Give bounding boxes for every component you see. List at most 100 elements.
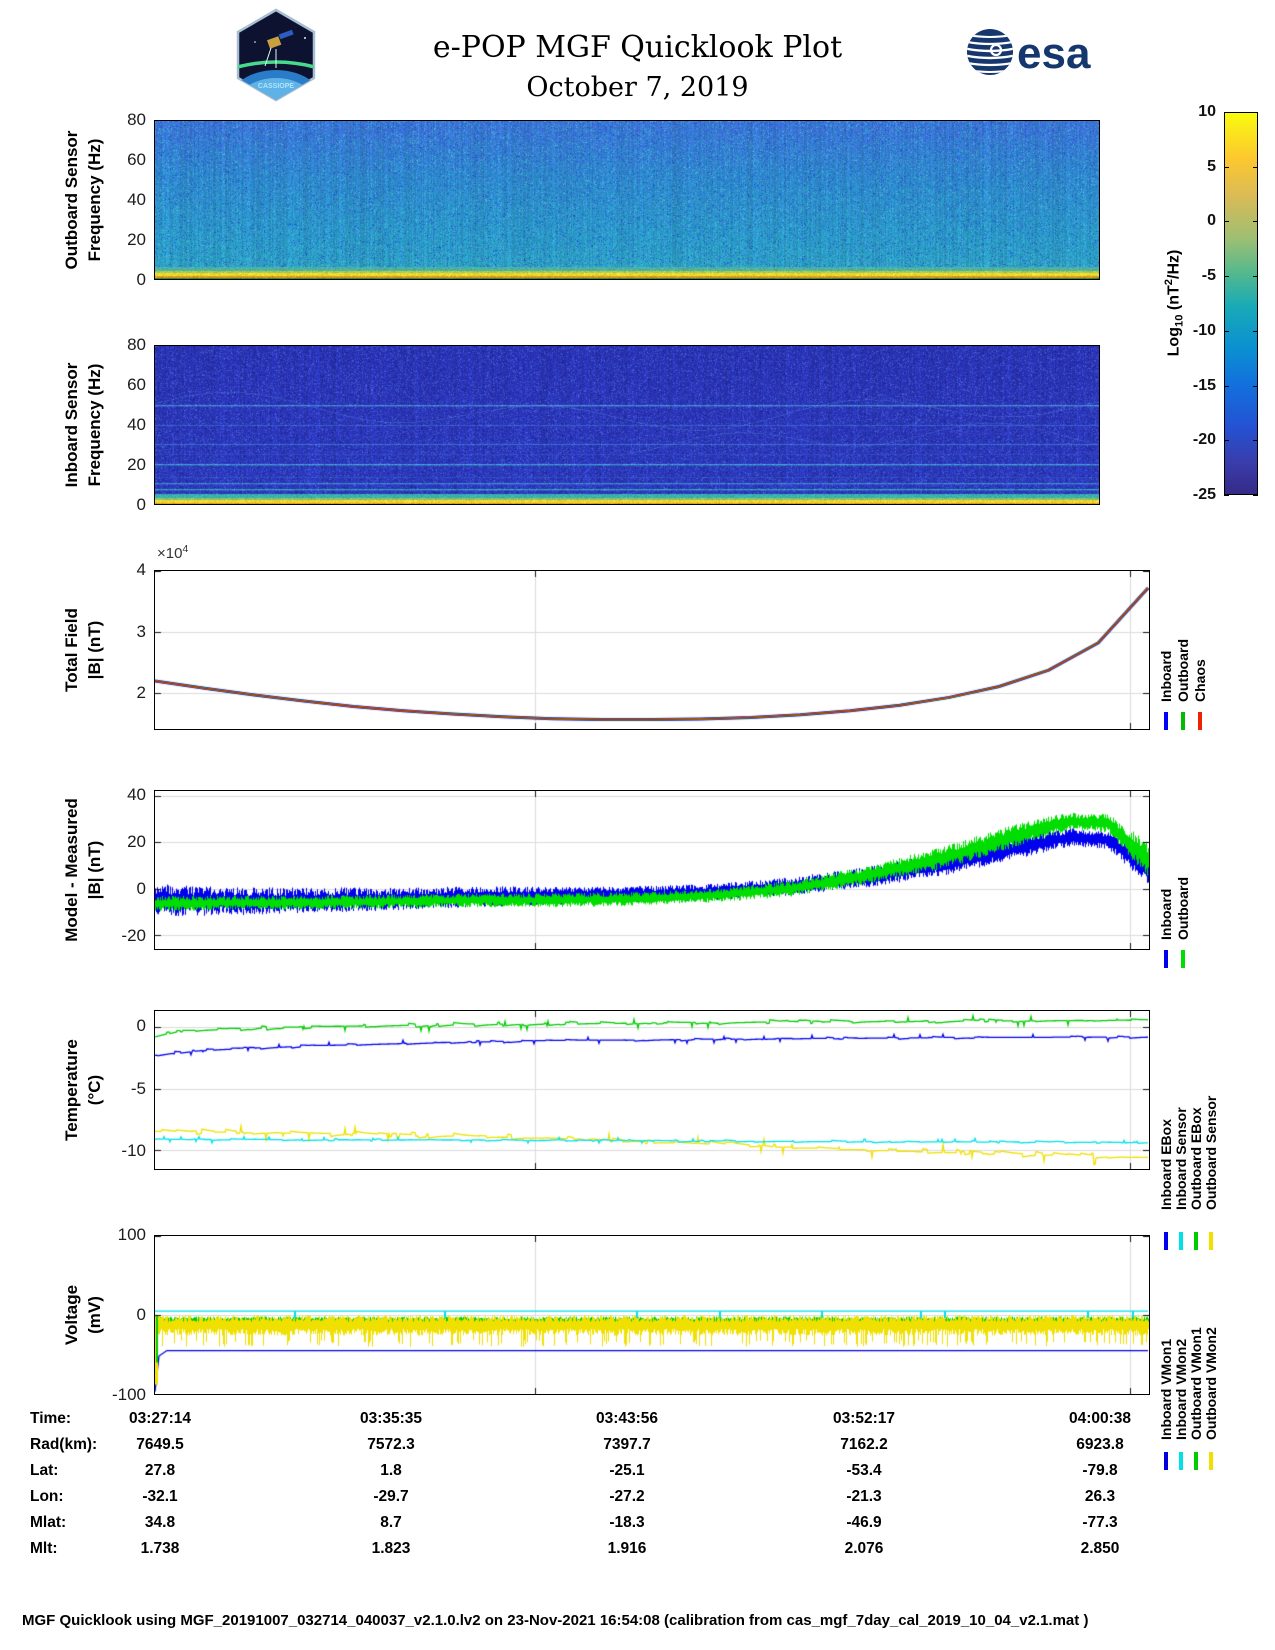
colorbar-tick-mark bbox=[1224, 166, 1229, 168]
colorbar-tick-label: 5 bbox=[1207, 157, 1216, 175]
table-cell: -27.2 bbox=[609, 1488, 645, 1505]
inboard-spectrogram-panel bbox=[154, 345, 1100, 505]
colorbar-tick-label: 0 bbox=[1207, 212, 1216, 230]
colorbar-tick-mark bbox=[1224, 276, 1229, 278]
legend-marker bbox=[1198, 712, 1202, 730]
y-tick-label: 100 bbox=[117, 1225, 146, 1244]
legend-label: Inboard VMon2 bbox=[1173, 1338, 1189, 1440]
legend-marker bbox=[1179, 1232, 1183, 1250]
y-tick-label: 0 bbox=[136, 878, 146, 898]
colorbar-tick-mark bbox=[1224, 221, 1229, 223]
patch-satellite bbox=[264, 29, 294, 68]
table-row-label: Rad(km): bbox=[30, 1436, 98, 1453]
table-row-label: Mlat: bbox=[30, 1514, 67, 1531]
legend-label: Chaos bbox=[1192, 659, 1208, 702]
total-field-canvas bbox=[155, 571, 1149, 729]
y-tick-label: 40 bbox=[127, 190, 146, 209]
table-cell: 03:35:35 bbox=[359, 1410, 423, 1427]
colorbar-tick-label: -15 bbox=[1192, 376, 1216, 394]
table-cell: 1.738 bbox=[140, 1540, 180, 1557]
plot-title: e-POP MGF Quicklook Plot bbox=[432, 30, 843, 65]
table-row-label: Lat: bbox=[30, 1462, 59, 1479]
table-cell: 34.8 bbox=[144, 1514, 176, 1531]
table-cell: 27.8 bbox=[144, 1462, 176, 1479]
table-cell: 26.3 bbox=[1084, 1488, 1116, 1505]
table-cell: 7162.2 bbox=[840, 1436, 888, 1453]
legend-marker bbox=[1164, 1452, 1168, 1470]
table-cell: -79.8 bbox=[1082, 1462, 1118, 1479]
colorbar-tick-mark bbox=[1253, 112, 1258, 113]
esa-logo: esa bbox=[965, 24, 1095, 85]
y-tick-label: 0 bbox=[136, 495, 146, 514]
voltage-canvas bbox=[155, 1236, 1149, 1394]
legend-marker bbox=[1209, 1452, 1213, 1470]
colorbar-tick-mark bbox=[1224, 385, 1229, 387]
y-tick-label: 40 bbox=[127, 784, 146, 804]
y-tick-label: 2 bbox=[136, 683, 146, 703]
y-tick-label: 20 bbox=[127, 831, 146, 851]
table-cell: 1.916 bbox=[607, 1540, 647, 1557]
table-cell: -77.3 bbox=[1082, 1514, 1118, 1531]
colorbar-tick-mark bbox=[1253, 276, 1258, 278]
y-tick-label: 60 bbox=[127, 150, 146, 169]
model-minus-measured-canvas bbox=[155, 791, 1149, 949]
temperature-panel bbox=[154, 1010, 1150, 1170]
table-row-label: Lon: bbox=[30, 1488, 64, 1505]
y-tick-label: 40 bbox=[127, 415, 146, 434]
legend-marker bbox=[1194, 1232, 1198, 1250]
y-tick-label: 20 bbox=[127, 455, 146, 474]
table-row-label: Mlt: bbox=[30, 1540, 58, 1557]
total-field-panel bbox=[154, 570, 1150, 730]
y-tick-label: -100 bbox=[111, 1385, 146, 1404]
legend-marker bbox=[1164, 950, 1168, 968]
y-tick-label: 0 bbox=[136, 270, 146, 289]
colorbar-tick-label: -10 bbox=[1192, 321, 1216, 339]
table-cell: 1.8 bbox=[380, 1462, 402, 1479]
y-axis-exponent: ×104 bbox=[157, 543, 189, 562]
table-cell: -21.3 bbox=[846, 1488, 882, 1505]
table-cell: 04:00:38 bbox=[1068, 1410, 1132, 1427]
legend-label: Inboard bbox=[1158, 650, 1174, 702]
y-tick-label: 4 bbox=[136, 560, 146, 579]
y-tick-label: 0 bbox=[136, 1305, 146, 1324]
colorbar-tick-mark bbox=[1253, 440, 1258, 442]
colorbar-tick-mark bbox=[1224, 495, 1229, 496]
table-row-label: Time: bbox=[30, 1410, 72, 1427]
outboard-spectrogram-canvas bbox=[155, 121, 1099, 279]
table-cell: 8.7 bbox=[380, 1514, 402, 1531]
table-cell: 03:27:14 bbox=[128, 1410, 192, 1427]
voltage-panel bbox=[154, 1235, 1150, 1395]
legend-marker bbox=[1194, 1452, 1198, 1470]
patch-name-text: CASSIOPE bbox=[258, 83, 295, 90]
colorbar-tick-label: 10 bbox=[1198, 103, 1216, 120]
legend-label: Outboard EBox bbox=[1188, 1107, 1204, 1210]
y-tick-label: 60 bbox=[127, 375, 146, 394]
table-cell: -29.7 bbox=[373, 1488, 409, 1505]
colorbar-tick-mark bbox=[1224, 440, 1229, 442]
legend-label: Inboard VMon1 bbox=[1158, 1338, 1174, 1440]
legend-marker bbox=[1181, 712, 1185, 730]
legend-marker bbox=[1179, 1452, 1183, 1470]
inboard-spectrogram-canvas bbox=[155, 346, 1099, 504]
esa-wordmark: esa bbox=[1017, 29, 1091, 78]
y-tick-label: 0 bbox=[136, 1016, 146, 1036]
colorbar-tick-mark bbox=[1253, 166, 1258, 168]
legend-marker bbox=[1209, 1232, 1213, 1250]
y-tick-label: 80 bbox=[127, 110, 146, 129]
legend-label: Outboard VMon1 bbox=[1188, 1327, 1204, 1440]
footer-text: MGF Quicklook using MGF_20191007_032714_… bbox=[22, 1612, 1089, 1629]
legend-label: Outboard VMon2 bbox=[1203, 1327, 1219, 1440]
colorbar-tick-mark bbox=[1253, 330, 1258, 332]
table-cell: -53.4 bbox=[846, 1462, 882, 1479]
table-cell: 7649.5 bbox=[136, 1436, 184, 1453]
legend-label: Inboard EBox bbox=[1158, 1118, 1174, 1210]
colorbar-tick-label: -25 bbox=[1192, 486, 1216, 503]
colorbar-tick-label: -20 bbox=[1192, 431, 1216, 449]
table-cell: 03:52:17 bbox=[832, 1410, 896, 1427]
table-cell: -46.9 bbox=[846, 1514, 882, 1531]
legend-label: Inboard bbox=[1158, 888, 1174, 940]
y-tick-label: 3 bbox=[136, 621, 146, 641]
table-cell: 6923.8 bbox=[1076, 1436, 1124, 1453]
colorbar-tick-mark bbox=[1224, 112, 1229, 113]
